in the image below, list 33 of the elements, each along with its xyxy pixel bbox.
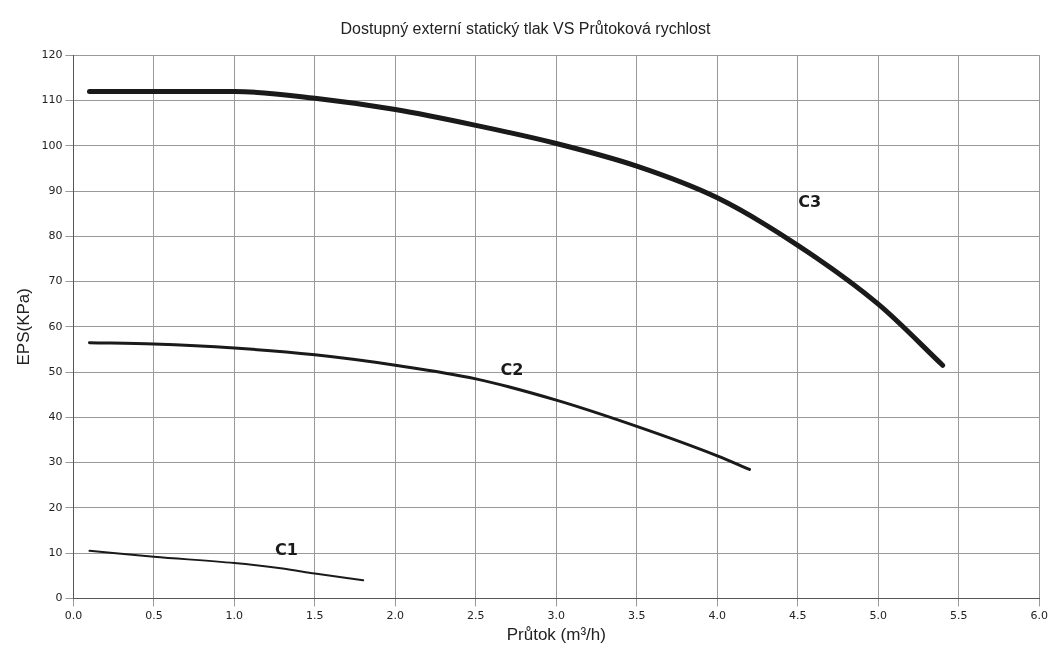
series-label: C2 <box>500 359 524 379</box>
x-tick-label: 0.5 <box>145 608 163 622</box>
y-tick-label: 20 <box>48 500 63 514</box>
series-label: C1 <box>275 540 298 560</box>
line-series <box>87 341 751 471</box>
x-tick-label: 6.0 <box>1030 608 1048 622</box>
x-tick-label: 1.0 <box>225 608 244 622</box>
x-tick-label: 1.5 <box>306 608 324 622</box>
y-tick-label: 70 <box>48 274 63 288</box>
x-tick-label: 2.5 <box>467 608 485 622</box>
x-tick-label: 4.5 <box>789 608 807 622</box>
series-label: C3 <box>798 192 822 212</box>
y-tick-label: 30 <box>48 455 63 469</box>
x-tick-label: 5.0 <box>869 608 888 622</box>
y-axis-title: EPS(KPa) <box>13 288 33 366</box>
y-tick-label: 110 <box>41 93 63 107</box>
x-tick-label: 5.5 <box>950 608 968 622</box>
y-tick-label: 120 <box>41 48 63 62</box>
y-tick-label: 0 <box>55 591 63 605</box>
x-tick-label: 3.0 <box>547 608 566 622</box>
x-tick-label: 0.0 <box>64 608 83 622</box>
x-tick-label: 3.5 <box>628 608 646 622</box>
y-tick-label: 60 <box>48 319 63 333</box>
x-tick-label: 2.0 <box>386 608 405 622</box>
y-tick-label: 50 <box>48 364 63 378</box>
y-tick-label: 100 <box>41 138 63 152</box>
y-tick-label: 10 <box>48 545 63 559</box>
x-axis-title: Průtok (m³/h) <box>506 625 606 645</box>
x-tick-label: 4.0 <box>708 608 727 622</box>
y-tick-label: 90 <box>48 183 63 197</box>
y-tick-label: 80 <box>48 229 63 243</box>
y-tick-label: 40 <box>48 410 63 424</box>
chart-title: Dostupný externí statický tlak VS Průtoková rychlost <box>340 20 712 38</box>
